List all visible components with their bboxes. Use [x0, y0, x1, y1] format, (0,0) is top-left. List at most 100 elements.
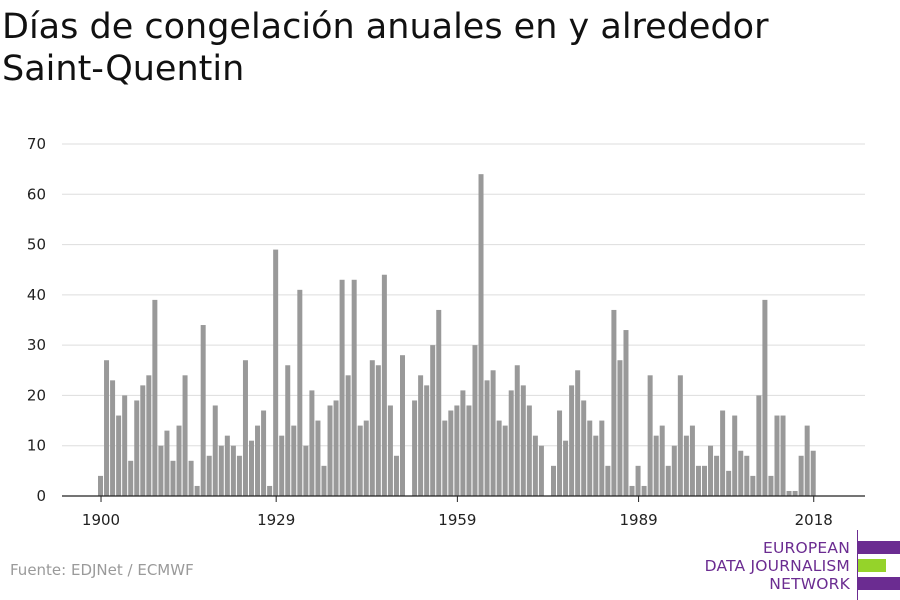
- bar-1944: [363, 420, 369, 496]
- bar-2007: [744, 455, 750, 496]
- bar-1993: [659, 425, 665, 496]
- logo-line-3: NETWORK: [769, 575, 850, 593]
- bar-1997: [683, 435, 689, 496]
- bar-1972: [532, 435, 538, 496]
- bar-1961: [466, 405, 472, 496]
- bar-1934: [303, 445, 309, 496]
- bar-1957: [442, 420, 448, 496]
- bar-1977: [563, 440, 569, 496]
- bar-1924: [242, 360, 248, 496]
- bar-1912: [170, 460, 176, 496]
- bar-1938: [327, 405, 333, 496]
- bar-1947: [381, 274, 387, 496]
- bar-1907: [140, 385, 146, 496]
- bar-2014: [786, 490, 792, 496]
- bar-2017: [804, 425, 810, 496]
- bar-1992: [653, 435, 659, 496]
- bar-1982: [593, 435, 599, 496]
- y-tick-label: 30: [27, 336, 46, 354]
- bar-1976: [557, 410, 563, 496]
- bar-2005: [732, 415, 738, 496]
- logo-bar-purple-bottom: [858, 577, 900, 590]
- bar-1956: [436, 309, 442, 496]
- bar-1979: [575, 370, 581, 496]
- bar-1919: [212, 405, 218, 496]
- bar-2001: [708, 445, 714, 496]
- bar-1959: [454, 405, 460, 496]
- bar-1926: [255, 425, 261, 496]
- bar-1958: [448, 410, 454, 496]
- bar-1927: [261, 410, 267, 496]
- bar-1983: [599, 420, 605, 496]
- bar-1999: [695, 465, 701, 496]
- bars: [98, 174, 816, 496]
- y-tick-label: 40: [27, 286, 46, 304]
- bar-1948: [387, 405, 393, 496]
- x-tick-label: 1900: [82, 511, 120, 529]
- bar-1922: [230, 445, 236, 496]
- bar-1942: [351, 279, 357, 496]
- bar-1932: [291, 425, 297, 496]
- bar-1915: [188, 460, 194, 496]
- bar-1936: [315, 420, 321, 496]
- bar-1909: [152, 299, 158, 496]
- x-tick-label: 1929: [257, 511, 295, 529]
- bar-1931: [285, 365, 291, 496]
- bar-1991: [647, 375, 653, 496]
- bar-1911: [164, 430, 170, 496]
- x-ticks: 1900 1929 1959 1989 2018: [82, 496, 833, 529]
- bar-1929: [273, 249, 279, 496]
- bar-1918: [206, 455, 212, 496]
- y-tick-label: 60: [27, 185, 46, 203]
- bar-2006: [738, 450, 744, 496]
- bar-2003: [720, 410, 726, 496]
- bar-1906: [134, 400, 140, 496]
- bar-1928: [267, 485, 273, 496]
- grid-lines: [62, 143, 865, 447]
- bar-2010: [762, 299, 768, 496]
- bar-1943: [357, 425, 363, 496]
- bar-1998: [689, 425, 695, 496]
- bar-2002: [714, 455, 720, 496]
- bar-2018: [810, 450, 816, 496]
- bar-1935: [309, 390, 315, 496]
- bar-1921: [224, 435, 230, 496]
- bar-1964: [484, 380, 490, 496]
- bar-1981: [587, 420, 593, 496]
- bar-1996: [677, 375, 683, 496]
- edjnet-logo: EUROPEAN DATA JOURNALISM NETWORK: [700, 530, 900, 600]
- bar-1989: [635, 465, 641, 496]
- bar-1916: [194, 485, 200, 496]
- logo-line-2: DATA JOURNALISM: [704, 557, 850, 575]
- chart-title: Días de congelación anuales en y alreded…: [2, 7, 769, 89]
- bar-1902: [110, 380, 116, 496]
- bar-1968: [508, 390, 514, 496]
- bar-1939: [333, 400, 339, 496]
- bar-2004: [726, 470, 732, 496]
- bar-1920: [218, 445, 224, 496]
- y-tick-label: 70: [27, 135, 46, 153]
- bar-1985: [611, 309, 617, 496]
- bar-1904: [122, 395, 128, 496]
- bar-1955: [430, 345, 436, 496]
- bar-1913: [176, 425, 182, 496]
- bar-1953: [418, 375, 424, 496]
- bar-1900: [98, 475, 103, 496]
- logo-divider: [857, 530, 858, 600]
- logo-bar-purple-top: [858, 541, 900, 554]
- bar-1970: [520, 385, 526, 496]
- bar-1923: [236, 455, 242, 496]
- bar-1937: [321, 465, 327, 496]
- bar-2013: [780, 415, 786, 496]
- bar-1905: [128, 460, 134, 496]
- bar-1914: [182, 375, 188, 496]
- bar-1941: [345, 375, 351, 496]
- bar-1962: [472, 345, 478, 496]
- bar-2016: [798, 455, 804, 496]
- x-tick-label: 1959: [438, 511, 476, 529]
- bar-1986: [617, 360, 623, 496]
- bar-1940: [339, 279, 345, 496]
- bar-1994: [665, 465, 671, 496]
- y-tick-label: 0: [36, 487, 46, 505]
- bar-2009: [756, 395, 762, 496]
